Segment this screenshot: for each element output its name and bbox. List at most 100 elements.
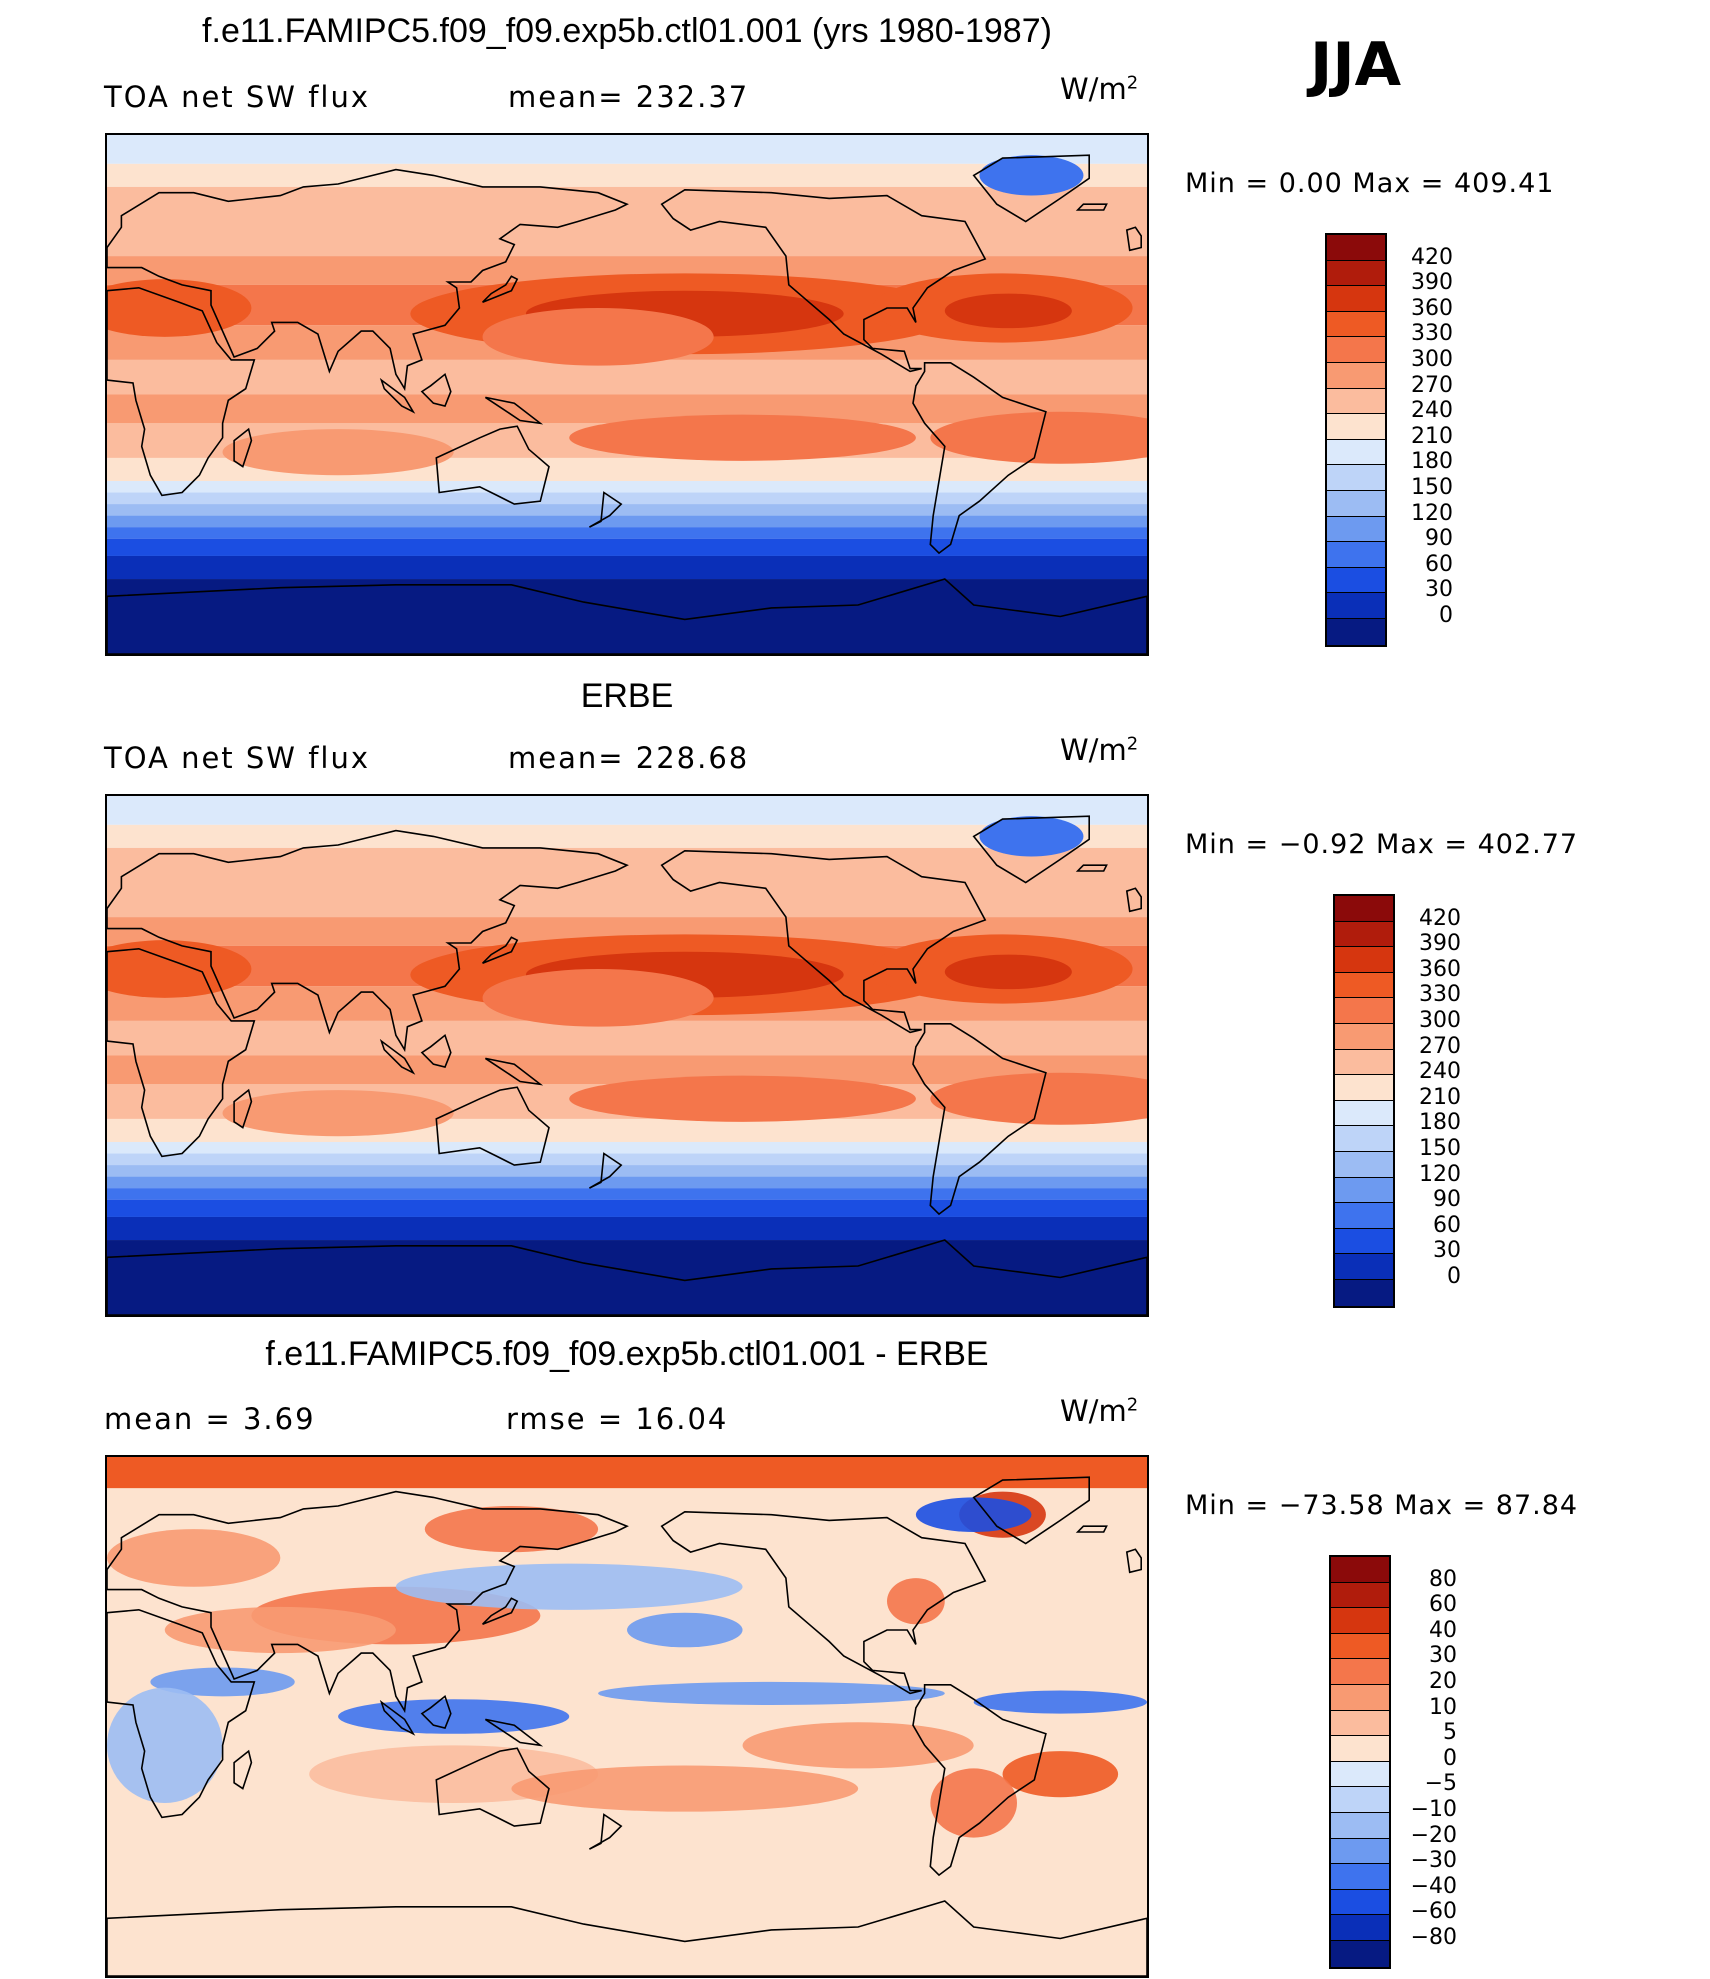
- colorbar-swatch: [1331, 1812, 1389, 1839]
- colorbar-swatch: [1335, 1177, 1393, 1204]
- coastline: [420, 372, 452, 407]
- panel-1-map: [105, 133, 1149, 656]
- colorbar-swatch: [1331, 1915, 1389, 1941]
- coastline: [435, 425, 550, 505]
- colorbar-swatch: [1335, 972, 1393, 999]
- colorbar-tick-label: 0: [1443, 1745, 1457, 1771]
- colorbar-swatch: [1327, 362, 1385, 389]
- colorbar-swatch: [1331, 1557, 1389, 1583]
- coastline: [107, 1900, 1147, 1976]
- coastline: [912, 1023, 1047, 1216]
- colorbar-tick-label: 150: [1411, 475, 1453, 500]
- colorbar-tick-label: 390: [1411, 270, 1453, 296]
- colorbar-swatch: [1327, 490, 1385, 517]
- colorbar-swatch: [1335, 1126, 1393, 1152]
- coastline: [1125, 887, 1142, 913]
- colorbar-tick-label: 210: [1411, 423, 1453, 449]
- coastline: [233, 1749, 253, 1790]
- coastline: [660, 849, 987, 1034]
- coastline: [482, 1597, 519, 1625]
- colorbar-swatch: [1327, 516, 1385, 543]
- colorbar-swatch: [1327, 618, 1385, 645]
- colorbar-tick-label: 120: [1419, 1161, 1461, 1187]
- coastline: [107, 829, 629, 1053]
- colorbar-tick-label: 0: [1447, 1264, 1461, 1289]
- panel-1-title: f.e11.FAMIPC5.f09_f09.exp5b.ctl01.001 (y…: [202, 12, 1052, 50]
- colorbar-tick-label: 270: [1419, 1033, 1461, 1059]
- coastline: [379, 1038, 416, 1075]
- colorbar-swatch: [1335, 896, 1393, 922]
- colorbar-swatch: [1331, 1659, 1389, 1685]
- coastline: [233, 427, 253, 468]
- coastline: [972, 1476, 1091, 1545]
- colorbar-swatch: [1335, 1254, 1393, 1280]
- colorbar-swatch: [1327, 235, 1385, 261]
- coastline: [1075, 203, 1108, 211]
- map-field: [107, 135, 1147, 654]
- colorbar-swatch: [1335, 1228, 1393, 1255]
- panel-3-colorbar: [1329, 1555, 1391, 1969]
- panel-2-variable-label: TOA net SW flux: [104, 741, 371, 775]
- colorbar-tick-label: 210: [1419, 1084, 1461, 1110]
- colorbar-tick-label: 180: [1411, 449, 1453, 475]
- coastline: [1075, 1525, 1108, 1533]
- panel-2-map: [105, 794, 1149, 1317]
- coastline: [484, 1718, 544, 1747]
- colorbar-tick-label: 60: [1425, 551, 1453, 577]
- coastline: [1125, 226, 1142, 252]
- colorbar-swatch: [1327, 337, 1385, 363]
- colorbar-swatch: [1335, 1203, 1393, 1229]
- coastline: [660, 188, 987, 373]
- panel-3-minmax: Min = −73.58 Max = 87.84: [1185, 1490, 1579, 1521]
- colorbar-tick-label: −5: [1424, 1771, 1457, 1797]
- coastline: [1125, 1548, 1142, 1574]
- colorbar-swatch: [1335, 1151, 1393, 1178]
- coastline: [972, 154, 1091, 223]
- colorbar-tick-label: −20: [1410, 1822, 1457, 1848]
- colorbar-tick-label: 420: [1411, 244, 1453, 270]
- panel-2-minmax: Min = −0.92 Max = 402.77: [1185, 829, 1579, 860]
- season-label: JJA: [1310, 30, 1402, 100]
- map-field: [107, 796, 1147, 1315]
- colorbar-swatch: [1327, 465, 1385, 491]
- colorbar-swatch: [1335, 921, 1393, 948]
- colorbar-swatch: [1327, 260, 1385, 287]
- panel-3-title: f.e11.FAMIPC5.f09_f09.exp5b.ctl01.001 - …: [265, 1335, 989, 1373]
- colorbar-swatch: [1327, 311, 1385, 338]
- colorbar-swatch: [1327, 567, 1385, 594]
- colorbar-tick-label: 360: [1419, 956, 1461, 982]
- colorbar-tick-label: 30: [1433, 1238, 1461, 1264]
- colorbar-tick-label: −80: [1410, 1925, 1457, 1950]
- colorbar-tick-label: 60: [1433, 1212, 1461, 1238]
- colorbar-tick-label: 30: [1425, 577, 1453, 603]
- coastline: [972, 815, 1091, 884]
- coastline: [589, 491, 623, 528]
- coastline: [107, 578, 1147, 654]
- colorbar-tick-label: 60: [1429, 1592, 1457, 1618]
- panel-1-mean-label: mean= 232.37: [508, 80, 750, 114]
- coastline: [107, 1608, 256, 1819]
- coastline: [482, 936, 519, 964]
- coastline: [233, 1088, 253, 1129]
- coastline: [435, 1086, 550, 1166]
- colorbar-swatch: [1331, 1710, 1389, 1737]
- colorbar-swatch: [1331, 1736, 1389, 1762]
- colorbar-tick-label: 240: [1419, 1059, 1461, 1085]
- panel-3-mean-label: mean = 3.69: [104, 1402, 316, 1436]
- map-field: [107, 1457, 1147, 1976]
- colorbar-tick-label: 90: [1433, 1187, 1461, 1213]
- colorbar-tick-label: 120: [1411, 500, 1453, 526]
- colorbar-tick-label: −30: [1410, 1848, 1457, 1874]
- coastline: [379, 1699, 416, 1736]
- coastline: [912, 1684, 1047, 1877]
- coastline: [589, 1152, 623, 1189]
- colorbar-tick-label: 150: [1419, 1136, 1461, 1161]
- colorbar-tick-label: 360: [1411, 295, 1453, 321]
- colorbar-swatch: [1335, 1279, 1393, 1306]
- panel-1-variable-label: TOA net SW flux: [104, 80, 371, 114]
- panel-2-units: W/m2: [1060, 733, 1139, 767]
- colorbar-swatch: [1331, 1761, 1389, 1788]
- colorbar-swatch: [1331, 1838, 1389, 1865]
- coastline: [107, 1490, 629, 1714]
- colorbar-swatch: [1335, 998, 1393, 1024]
